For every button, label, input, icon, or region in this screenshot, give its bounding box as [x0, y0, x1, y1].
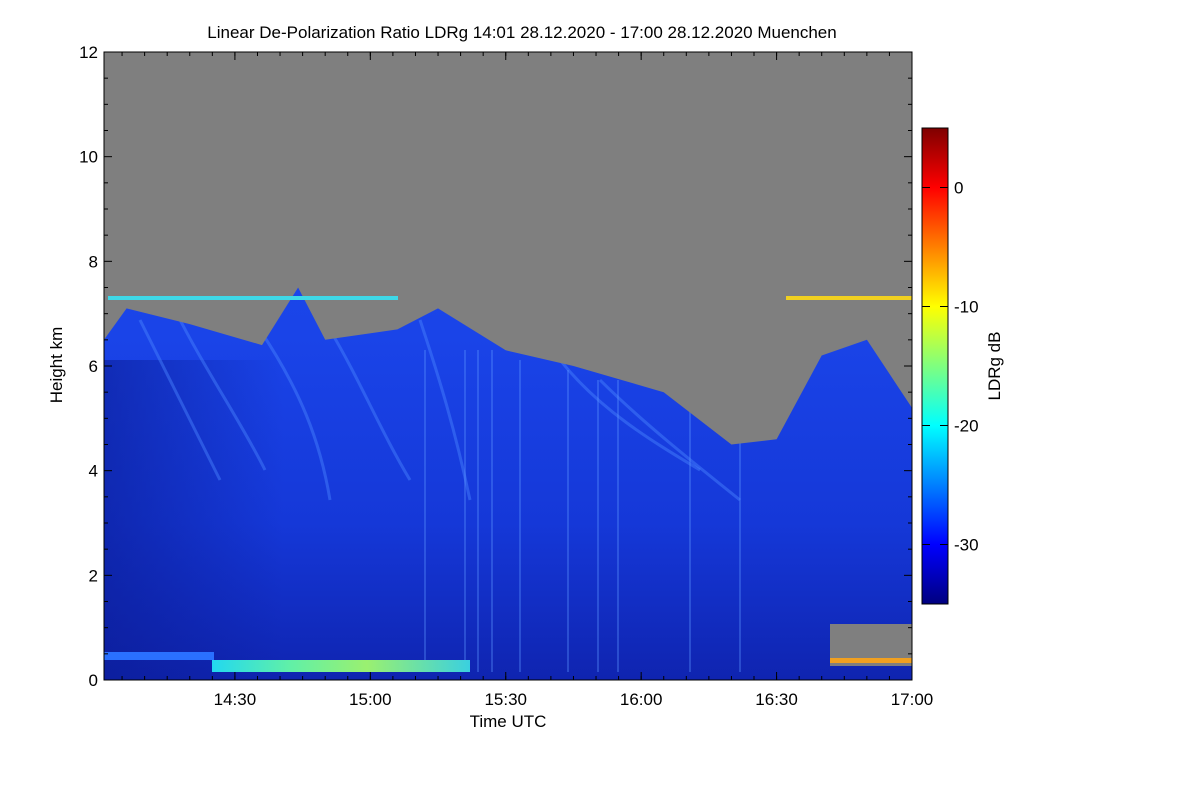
y-tick-label: 6	[89, 357, 98, 376]
low-signal-shading	[104, 360, 284, 680]
layer-7km-right	[786, 296, 912, 300]
colorbar: 0 -10 -20 -30 LDRg dB	[921, 127, 1004, 605]
x-tick-labels: 14:30 15:00 15:30 16:00 16:30 17:00	[214, 690, 934, 709]
x-tick-label: 15:30	[484, 690, 527, 709]
x-tick-label: 15:00	[349, 690, 392, 709]
y-axis-label: Height km	[47, 327, 66, 404]
colorbar-tick-label: -20	[954, 417, 979, 436]
colorbar-tick-label: -10	[954, 298, 979, 317]
plot-area	[104, 52, 912, 680]
no-signal-mask	[104, 52, 912, 445]
colorbar-tick-label: 0	[954, 179, 963, 198]
y-tick-label: 0	[89, 671, 98, 690]
x-tick-label: 14:30	[214, 690, 257, 709]
y-tick-label: 12	[79, 43, 98, 62]
colorbar-ticks: 0 -10 -20 -30	[922, 179, 979, 555]
fall-streaks	[138, 309, 741, 502]
colorbar-label: LDRg dB	[985, 332, 1004, 401]
surface-layer-right	[830, 658, 912, 663]
y-tick-label: 2	[89, 566, 98, 585]
x-axis-label: Time UTC	[470, 712, 547, 731]
x-axis-ticks	[121, 52, 913, 680]
y-tick-label: 8	[89, 252, 98, 271]
y-axis-ticks	[104, 51, 912, 681]
layer-7km-left	[108, 296, 398, 300]
x-tick-label: 16:30	[755, 690, 798, 709]
surface-band-lower-left	[104, 652, 214, 660]
y-tick-labels: 0 2 4 6 8 10 12	[79, 43, 98, 690]
vertical-stripes	[424, 350, 741, 672]
y-tick-label: 10	[79, 148, 98, 167]
x-tick-label: 16:00	[620, 690, 663, 709]
y-tick-label: 4	[89, 462, 98, 481]
chart-title: Linear De-Polarization Ratio LDRg 14:01 …	[207, 23, 836, 42]
colorbar-tick-label: -30	[954, 536, 979, 555]
colorbar-gradient	[921, 127, 949, 605]
surface-band	[212, 660, 470, 672]
x-tick-label: 17:00	[891, 690, 934, 709]
